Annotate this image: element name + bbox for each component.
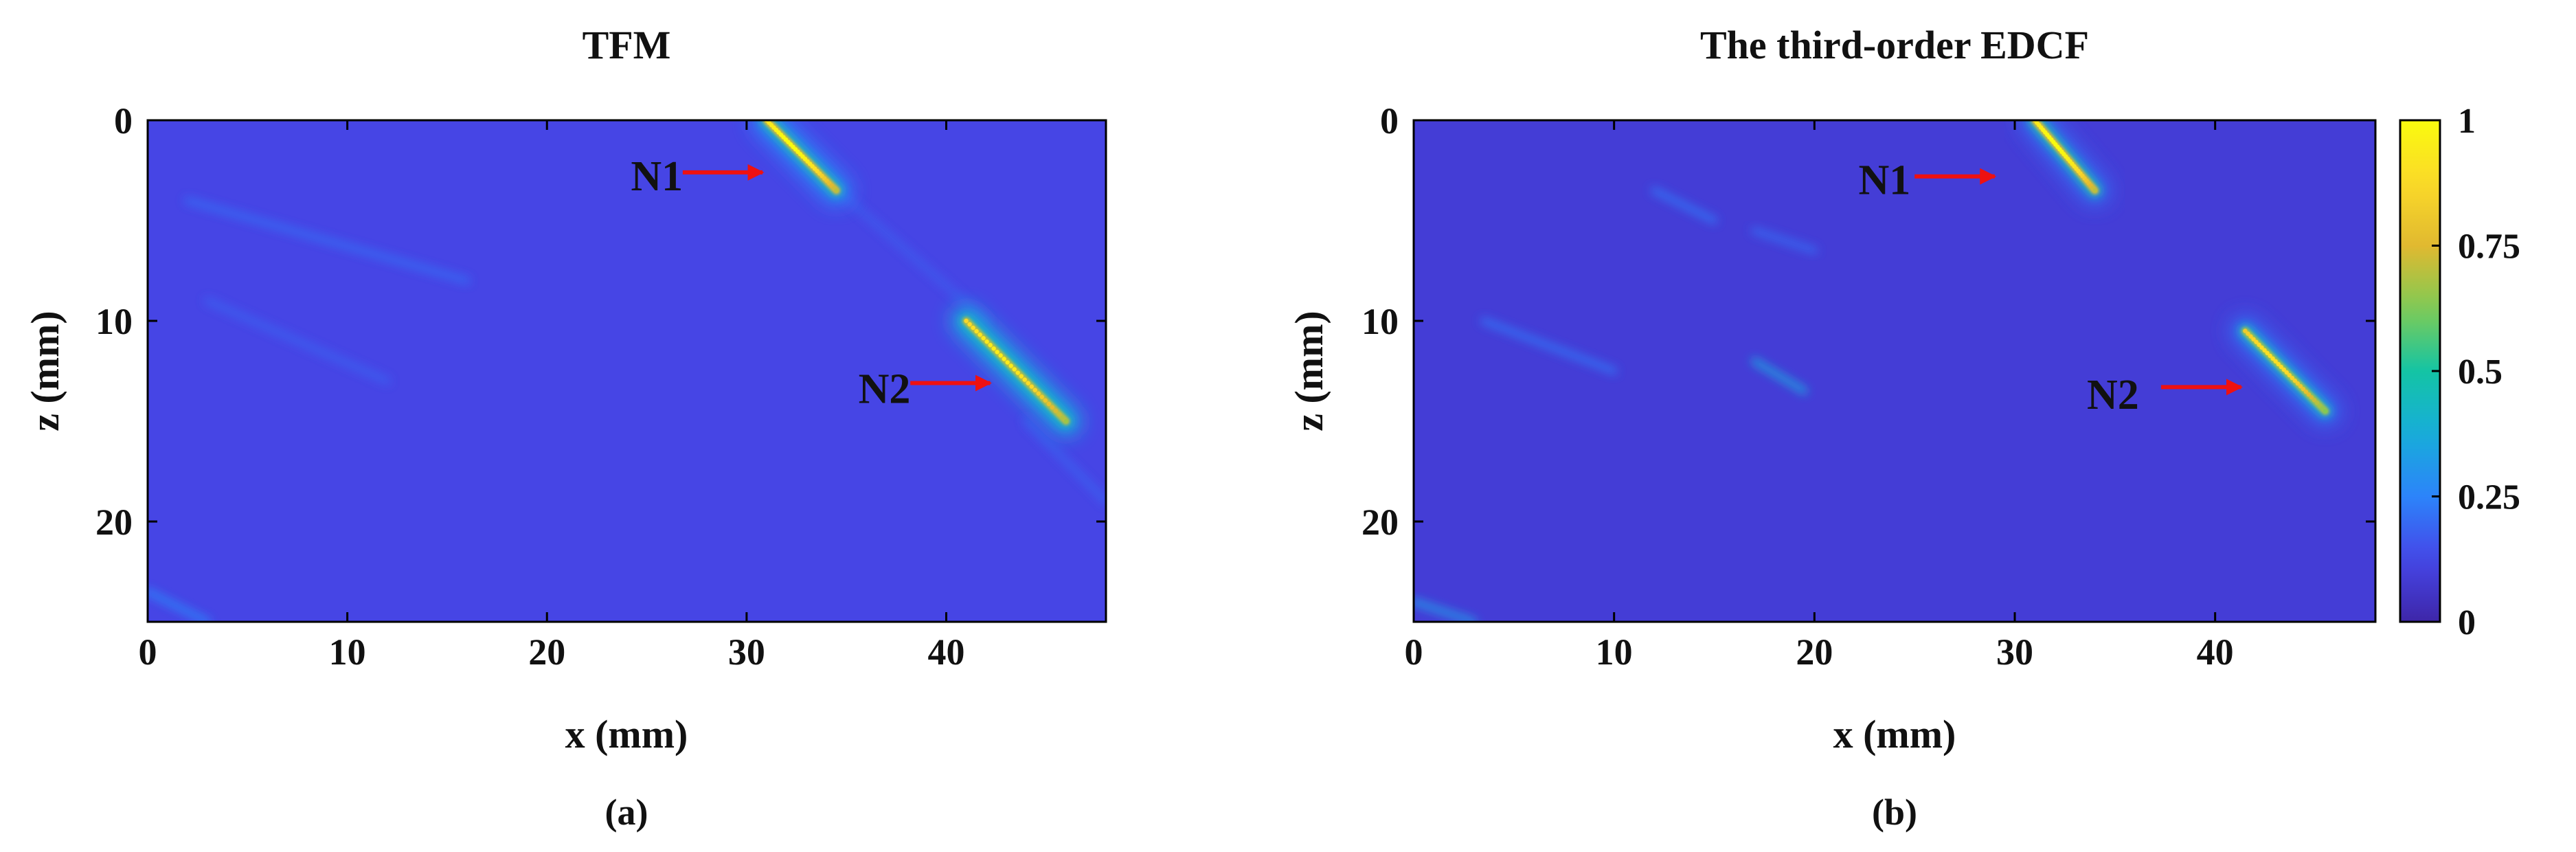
xtick-label: 30 <box>728 631 765 673</box>
panel-a-xlabel: x (mm) <box>565 712 688 756</box>
xtick-label: 0 <box>139 631 157 673</box>
streak-5 <box>1414 598 1478 622</box>
panel-b-xlabel: x (mm) <box>1833 712 1956 756</box>
xtick-label: 10 <box>329 631 366 673</box>
panel-b-yticks: 0 10 20 <box>1362 100 2375 543</box>
panel-b-ylabel: z (mm) <box>1287 311 1331 431</box>
annotation-label: N1 <box>631 153 683 200</box>
feature-n2 <box>2229 315 2342 427</box>
panel-b-label: (b) <box>1872 792 1917 833</box>
xtick-label: 40 <box>928 631 965 673</box>
streak-3 <box>1480 317 1618 374</box>
ytick-label: 0 <box>114 100 133 142</box>
annotation-n1: N1 <box>1859 157 1997 204</box>
panel-a-label: (a) <box>605 792 648 833</box>
streak-2 <box>1750 227 1818 254</box>
colorbar-tick-label: 0 <box>2458 603 2476 642</box>
panel-a-heatmap-background <box>148 120 1106 622</box>
panel-b: The third-order EDCF 0 10 20 30 40 0 10 20 x (… <box>1287 23 2377 833</box>
xtick-label: 20 <box>528 631 565 673</box>
annotation-n1: N1 <box>631 153 765 200</box>
feature-n2 <box>950 305 1082 437</box>
panel-a-axes-frame <box>146 119 1107 623</box>
colorbar-tick-label: 0.75 <box>2458 227 2520 267</box>
panel-b-features <box>2019 120 2342 427</box>
panel-b-axes-frame <box>1412 119 2377 623</box>
panel-a-streaks <box>148 177 1106 622</box>
feature-n1 <box>2019 120 2111 207</box>
panel-a-ylabel: z (mm) <box>23 311 67 431</box>
ytick-label: 0 <box>1380 100 1399 142</box>
panel-a-annotations: N1 N2 <box>631 153 992 412</box>
panel-a-xticks: 0 10 20 30 40 <box>139 120 965 673</box>
annotation-n2: N2 <box>859 366 992 412</box>
streak-4 <box>1750 357 1808 395</box>
colorbar: 0 0.25 0.5 0.75 1 <box>2399 102 2520 642</box>
streak-2 <box>204 297 391 385</box>
panel-b-plot-area <box>1414 120 2375 622</box>
panel-a-features <box>750 120 1082 437</box>
streak-4 <box>823 177 990 324</box>
xtick-label: 40 <box>2197 631 2234 673</box>
xtick-label: 20 <box>1796 631 1833 673</box>
streak-1 <box>1651 187 1718 224</box>
streak-3 <box>148 588 212 622</box>
colorbar-tick-label: 0.5 <box>2458 352 2502 392</box>
panel-a-plot-area <box>148 120 1106 622</box>
panel-b-xticks: 0 10 20 30 40 <box>1405 120 2234 673</box>
colorbar-tick-label: 1 <box>2458 102 2476 141</box>
feature-n1 <box>750 120 852 207</box>
streak-5 <box>1022 418 1106 505</box>
xtick-label: 30 <box>1996 631 2033 673</box>
panel-a-yticks: 0 10 20 <box>95 100 1106 543</box>
ytick-label: 10 <box>1362 301 1399 342</box>
xtick-label: 0 <box>1405 631 1423 673</box>
ytick-label: 10 <box>95 301 133 342</box>
panel-b-title: The third-order EDCF <box>1700 23 2089 67</box>
streak-1 <box>184 197 471 284</box>
annotation-n2: N2 <box>2087 372 2243 418</box>
panel-a-title: TFM <box>583 23 671 67</box>
ytick-label: 20 <box>1362 502 1399 543</box>
panel-a: TFM 0 10 20 30 40 0 10 20 x (mm) z (mm) (a) N1… <box>23 23 1107 833</box>
panel-b-streaks <box>1414 187 1818 622</box>
colorbar-tick-label: 0.25 <box>2458 478 2520 517</box>
panel-b-annotations: N1 N2 <box>1859 157 2243 418</box>
panel-b-heatmap-background <box>1414 120 2375 622</box>
annotation-label: N1 <box>1859 157 1911 204</box>
annotation-label: N2 <box>859 366 911 412</box>
colorbar-ticks: 0 0.25 0.5 0.75 1 <box>2432 102 2520 642</box>
ytick-label: 20 <box>95 502 133 543</box>
annotation-label: N2 <box>2087 372 2139 418</box>
xtick-label: 10 <box>1596 631 1633 673</box>
